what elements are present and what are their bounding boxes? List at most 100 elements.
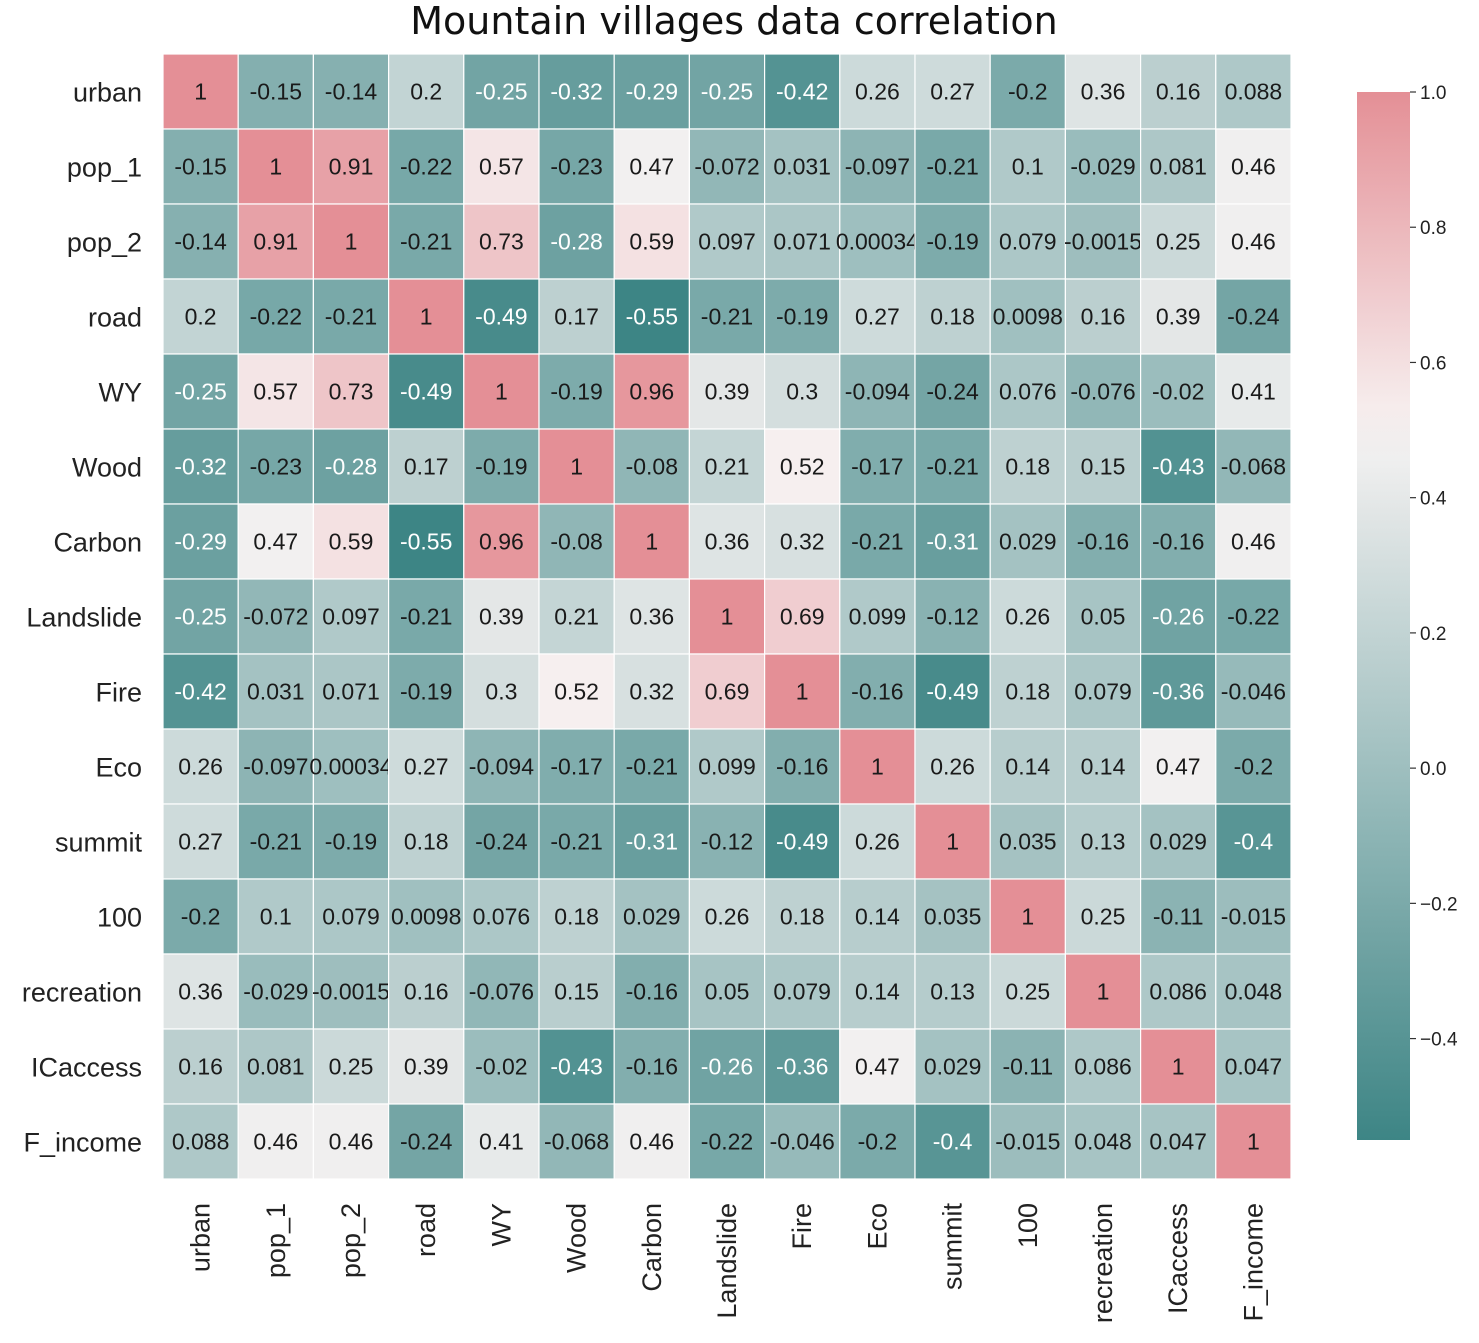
- cell-value-label: 0.69: [780, 604, 825, 630]
- cell-value-label: -0.31: [926, 529, 978, 555]
- cell-value-label: 1: [1247, 1129, 1260, 1155]
- cell-value-label: 0.048: [1074, 1129, 1132, 1155]
- cell-value-label: 0.32: [780, 529, 825, 555]
- heatmap-cell: [989, 503, 1067, 580]
- heatmap-cell: [688, 1103, 766, 1180]
- cell-value-label: -0.16: [1152, 529, 1204, 555]
- column-label: urban: [186, 1203, 216, 1272]
- cell-value-label: -0.21: [851, 529, 903, 555]
- cell-value-label: 0.099: [698, 754, 756, 780]
- heatmap-cell: [763, 203, 841, 280]
- cell-value-label: 0.16: [178, 1054, 223, 1080]
- cell-value-label: 0.047: [1225, 1054, 1283, 1080]
- heatmap-cell: [237, 278, 314, 355]
- cell-value-label: 0.26: [705, 904, 750, 930]
- colorbar-tick-label: −0.2: [1420, 894, 1458, 915]
- heatmap-cell: [914, 1028, 991, 1105]
- heatmap-cell: [613, 1028, 691, 1105]
- heatmap-cell: [914, 803, 991, 880]
- heatmap-cell: [1139, 278, 1217, 355]
- cell-value-label: -0.16: [626, 979, 678, 1005]
- cell-value-label: 0.13: [930, 979, 975, 1005]
- column-label: summit: [938, 1203, 968, 1290]
- cell-value-label: 0.1: [260, 904, 292, 930]
- cell-value-label: -0.2: [1008, 79, 1048, 105]
- column-label: Wood: [562, 1203, 592, 1273]
- heatmap-cell: [1139, 878, 1217, 955]
- cell-value-label: 0.57: [479, 154, 524, 180]
- heatmap-cell: [989, 353, 1067, 430]
- cell-value-label: -0.25: [701, 79, 753, 105]
- cell-value-label: -0.22: [1227, 604, 1279, 630]
- cell-value-label: -0.26: [701, 1054, 753, 1080]
- cell-value-label: -0.19: [776, 304, 828, 330]
- cell-value-label: -0.14: [174, 229, 227, 255]
- heatmap-cell: [388, 353, 465, 430]
- cell-value-label: 0.088: [1225, 79, 1283, 105]
- heatmap-cell: [1215, 578, 1292, 655]
- cell-value-label: -0.22: [250, 304, 302, 330]
- heatmap-cell: [914, 728, 991, 805]
- cell-value-label: -0.28: [325, 454, 377, 480]
- cell-value-label: 0.73: [479, 229, 524, 255]
- row-label: Landslide: [26, 603, 142, 633]
- heatmap-cell: [914, 953, 991, 1030]
- heatmap-cell: [1215, 803, 1292, 880]
- cell-value-label: -0.02: [475, 1054, 527, 1080]
- heatmap-cell: [688, 278, 766, 355]
- column-label: recreation: [1088, 1203, 1118, 1323]
- cell-value-label: 0.2: [410, 79, 442, 105]
- heatmap-cell: [312, 728, 390, 805]
- heatmap-cell: [839, 278, 916, 355]
- cell-value-label: 0.25: [1156, 229, 1201, 255]
- cell-value-label: 0.21: [554, 604, 599, 630]
- cell-value-label: 0.16: [1081, 304, 1126, 330]
- heatmap-cell: [162, 1103, 239, 1180]
- heatmap-cell: [1139, 803, 1217, 880]
- cell-value-label: 0.076: [473, 904, 531, 930]
- cell-value-label: -0.43: [1152, 454, 1204, 480]
- row-label: urban: [73, 78, 142, 108]
- heatmap-cell: [763, 353, 841, 430]
- cell-value-label: 0.029: [999, 529, 1057, 555]
- heatmap-cell: [989, 128, 1067, 205]
- heatmap-cell: [839, 653, 916, 730]
- cell-value-label: -0.046: [1221, 679, 1286, 705]
- column-label: Landslide: [712, 1203, 742, 1319]
- colorbar-tick-label: 0.2: [1420, 624, 1446, 645]
- heatmap-cell: [688, 578, 766, 655]
- heatmap-cell: [312, 653, 390, 730]
- heatmap-cell: [688, 128, 766, 205]
- cell-value-label: 0.39: [479, 604, 524, 630]
- heatmap-cell: [989, 803, 1067, 880]
- column-label: F_income: [1238, 1203, 1268, 1322]
- heatmap-cell: [613, 578, 691, 655]
- heatmap-cell: [312, 1103, 390, 1180]
- cell-value-label: -0.15: [250, 79, 302, 105]
- heatmap-cell: [237, 803, 314, 880]
- cell-value-label: -0.19: [550, 379, 602, 405]
- cell-value-label: -0.21: [400, 604, 452, 630]
- heatmap-cell: [237, 1103, 314, 1180]
- cell-value-label: 0.081: [1149, 154, 1207, 180]
- cell-value-label: 1: [946, 829, 959, 855]
- row-label: ICaccess: [31, 1053, 142, 1083]
- row-label: road: [88, 303, 142, 333]
- cell-value-label: -0.21: [926, 154, 978, 180]
- cell-value-label: -0.068: [1221, 454, 1286, 480]
- cell-value-label: 0.41: [479, 1129, 524, 1155]
- cell-value-label: -0.015: [1221, 904, 1286, 930]
- cell-value-label: 1: [645, 529, 658, 555]
- cell-value-label: -0.16: [1077, 529, 1129, 555]
- heatmap-cell: [162, 128, 239, 205]
- colorbar-tick-label: 0.6: [1420, 353, 1446, 374]
- row-label: 100: [97, 903, 142, 933]
- cell-value-label: 0.14: [855, 979, 900, 1005]
- heatmap-cell: [1139, 128, 1217, 205]
- heatmap-cell: [839, 128, 916, 205]
- cell-value-label: 0.00034: [836, 229, 919, 255]
- heatmap-cell: [763, 653, 841, 730]
- row-label: summit: [55, 828, 142, 858]
- cell-value-label: -0.015: [995, 1129, 1060, 1155]
- cell-value-label: 0.2: [185, 304, 217, 330]
